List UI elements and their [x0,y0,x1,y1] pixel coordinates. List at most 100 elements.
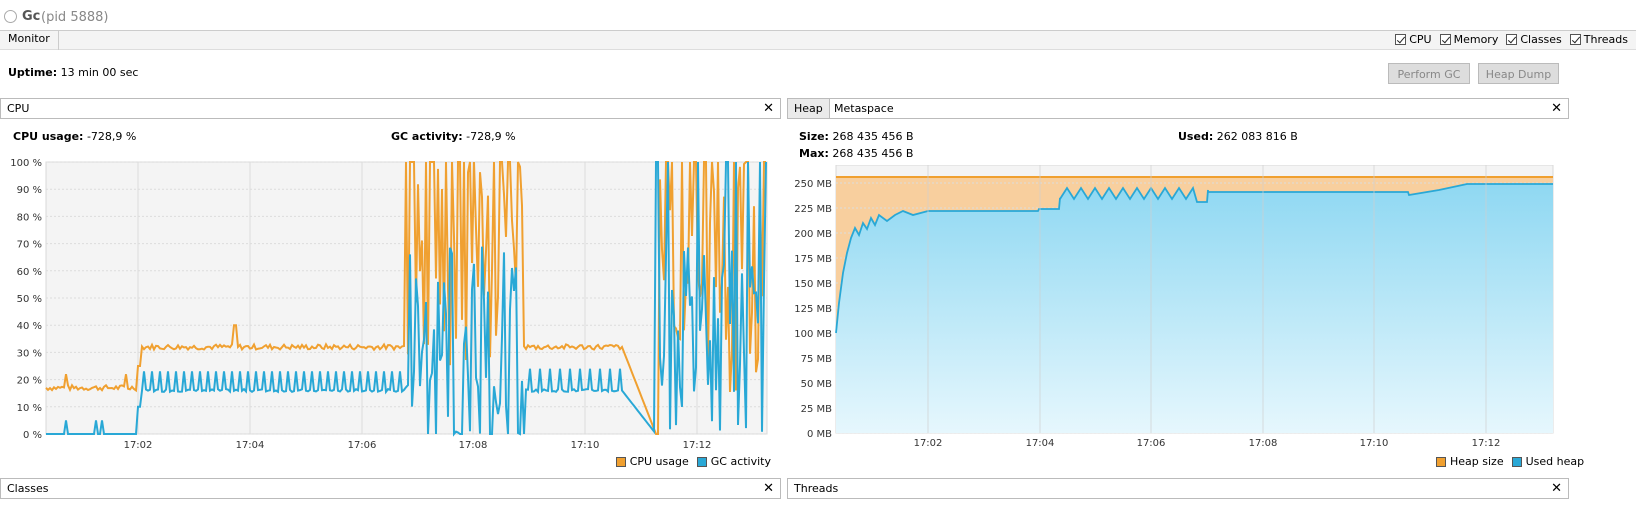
checkbox-label: CPU [1409,33,1432,46]
x-tick-label: 17:04 [1026,438,1055,447]
legend-swatch [696,456,707,467]
x-tick-label: 17:04 [236,440,265,448]
tab-monitor[interactable]: Monitor [0,30,59,50]
legend-item-gc: GC activity [696,455,771,468]
y-tick-label: 10 % [17,403,42,414]
tab-metaspace[interactable]: Metaspace [834,102,894,115]
cpu-legend: CPU usage GC activity [608,455,771,468]
close-icon[interactable]: ✕ [1551,481,1562,496]
checkbox-label: Classes [1520,33,1562,46]
gc-activity-stat: GC activity: -728,9 % [391,130,516,143]
y-tick-label: 60 % [17,267,42,278]
y-tick-label: 80 % [17,212,42,223]
y-tick-label: 150 MB [794,279,832,290]
checkbox-icon[interactable] [1395,34,1407,45]
y-tick-label: 100 MB [794,329,832,340]
heap-size-stat: Size: 268 435 456 B [799,130,914,143]
cpu-usage-value: -728,9 % [86,130,137,143]
checkbox-classes[interactable]: Classes [1506,33,1562,46]
heap-max-stat: Max: 268 435 456 B [799,147,913,160]
gc-activity-series [46,161,767,437]
legend-swatch [1436,456,1446,467]
app-name: Gc [22,9,41,24]
heap-used-value: 262 083 816 B [1216,130,1298,143]
y-tick-label: 0 % [23,430,42,441]
x-tick-label: 17:10 [1360,438,1389,447]
uptime-label: Uptime: [8,66,58,79]
x-tick-label: 17:02 [124,440,153,448]
x-tick-label: 17:08 [459,440,488,448]
tab-classes[interactable]: Classes [7,482,49,495]
checkbox-memory[interactable]: Memory [1439,33,1499,46]
x-tick-label: 17:12 [1472,438,1501,447]
legend-swatch [615,456,626,467]
checkbox-threads[interactable]: Threads [1569,33,1628,46]
x-tick-label: 17:06 [348,440,377,448]
uptime-value: 13 min 00 sec [60,66,139,79]
y-tick-label: 75 MB [801,354,833,365]
cpu-usage-series [45,161,766,435]
x-tick-label: 17:12 [683,440,712,448]
legend-swatch [1511,456,1522,467]
legend-label: CPU usage [629,455,689,468]
heap-size-label: Size: [799,130,829,143]
classes-panel-header: Classes ✕ [0,478,781,499]
tab-threads[interactable]: Threads [794,482,839,495]
perform-gc-button[interactable]: Perform GC [1388,63,1470,84]
y-tick-label: 40 % [17,321,42,332]
cpu-usage-stat: CPU usage: -728,9 % [13,130,136,143]
app-pid: (pid 5888) [41,10,109,25]
y-tick-label: 70 % [17,240,42,251]
legend-label: Heap size [1450,455,1504,468]
cpu-usage-label: CPU usage: [13,130,84,143]
y-tick-label: 175 MB [794,254,832,265]
tab-cpu[interactable]: CPU [7,102,30,115]
checkbox-label: Threads [1583,33,1628,46]
monitor-toolbar [0,30,1636,50]
y-tick-label: 125 MB [794,304,832,315]
checkbox-icon[interactable] [1506,34,1518,45]
gc-activity-label: GC activity: [391,130,463,143]
heap-used-stat: Used: 262 083 816 B [1178,130,1298,143]
checkbox-label: Memory [1453,33,1499,46]
y-tick-label: 50 % [17,294,42,305]
threads-panel-header: Threads ✕ [787,478,1569,499]
y-tick-label: 100 % [10,158,42,169]
y-tick-label: 25 MB [801,404,833,415]
close-icon[interactable]: ✕ [1551,101,1562,116]
heap-chart: 0 MB 25 MB 50 MB 75 MB 100 MB 125 MB 150 MB 175… [794,165,1554,447]
checkbox-icon[interactable] [1569,34,1581,45]
heap-used-label: Used: [1178,130,1214,143]
heap-legend: Heap size Used heap [1428,455,1584,468]
y-tick-label: 30 % [17,348,42,359]
tab-heap[interactable]: Heap [788,99,830,118]
y-tick-label: 20 % [17,376,42,387]
close-icon[interactable]: ✕ [763,481,774,496]
heap-dump-button[interactable]: Heap Dump [1478,63,1559,84]
legend-item-used-heap: Used heap [1511,455,1584,468]
heap-size-value: 268 435 456 B [832,130,914,143]
used-heap-area [836,184,1553,433]
heap-max-label: Max: [799,147,829,160]
x-tick-label: 17:08 [1249,438,1278,447]
monitor-checkboxes: CPU Memory Classes Threads [1387,33,1628,46]
gc-activity-value: -728,9 % [466,130,516,143]
checkbox-cpu[interactable]: CPU [1395,33,1432,46]
cpu-panel-header: CPU ✕ [0,98,781,119]
close-icon[interactable]: ✕ [763,101,774,116]
legend-label: GC activity [710,455,771,468]
legend-item-cpu: CPU usage [615,455,689,468]
y-tick-label: 50 MB [801,379,833,390]
legend-item-heap-size: Heap size [1436,455,1504,468]
y-tick-label: 250 MB [794,179,832,190]
used-heap-line [835,183,1553,334]
uptime: Uptime: 13 min 00 sec [8,66,138,79]
y-tick-label: 200 MB [794,229,832,240]
window-titlebar [0,0,1636,30]
y-tick-label: 225 MB [794,204,832,215]
x-tick-label: 17:10 [571,440,600,448]
checkbox-icon[interactable] [1439,34,1451,45]
y-tick-label: 0 MB [807,429,832,440]
heap-panel-header: Heap Metaspace ✕ [787,98,1569,119]
cpu-chart: 0 % 10 % 20 % 30 % 40 % 50 % 60 % 70 % 80 % 90 % 1… [10,158,768,448]
